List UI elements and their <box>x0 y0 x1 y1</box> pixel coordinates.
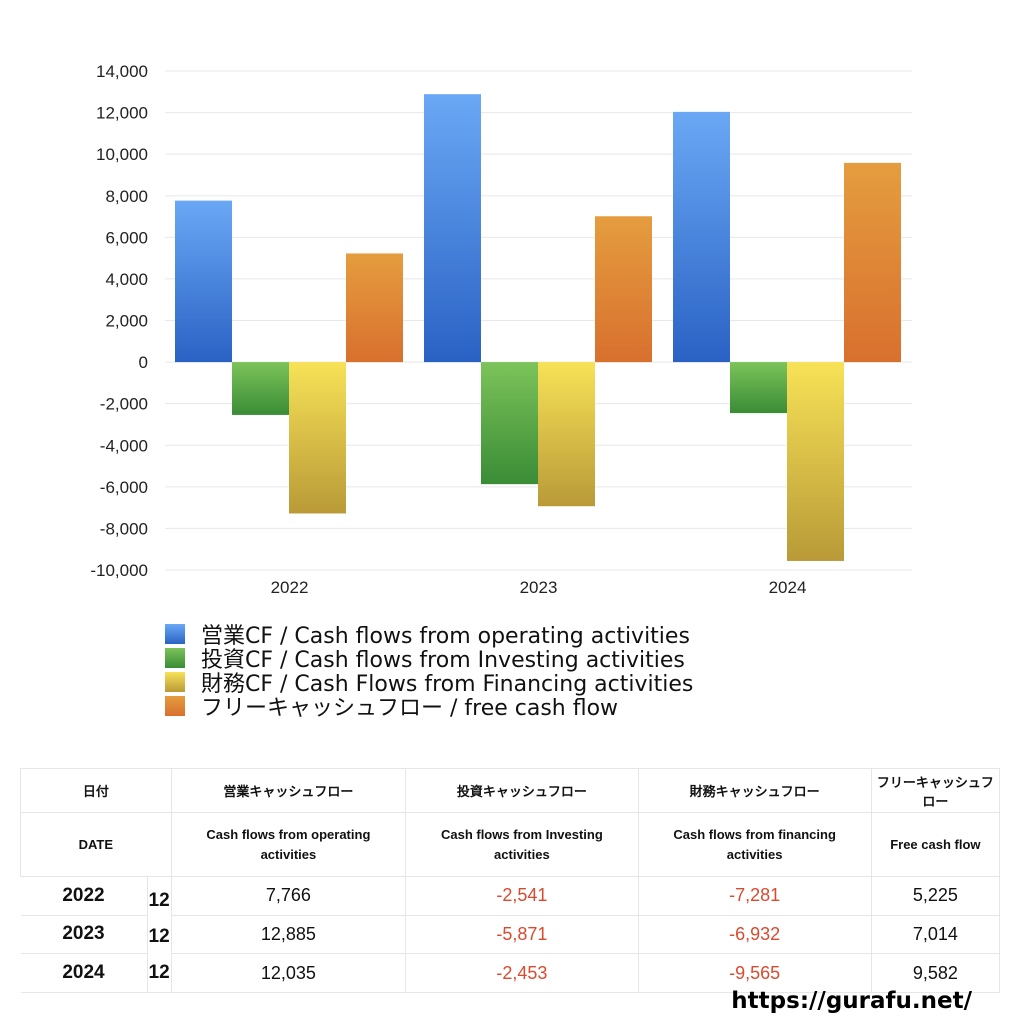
cash-flow-table: 日付 営業キャッシュフロー 投資キャッシュフロー 財務キャッシュフロー フリーキ… <box>20 768 1001 993</box>
legend-item: フリーキャッシュフロー / free cash flow <box>165 694 693 721</box>
fin-cell: -6,932 <box>637 914 872 955</box>
chart-legend: 営業CF / Cash flows from operating activit… <box>165 622 693 721</box>
header-fin-jp: 財務キャッシュフロー <box>637 768 872 813</box>
y-tick-label: -4,000 <box>100 436 148 455</box>
year-cell: 2023 <box>20 914 148 955</box>
header-fin-en: Cash flows from financing activities <box>637 812 872 877</box>
fcf-cell: 9,582 <box>870 953 1001 993</box>
bar-2024-1 <box>730 362 787 414</box>
y-tick-label: 2,000 <box>105 312 148 331</box>
fcf-cell: 7,014 <box>870 914 1001 955</box>
inv-cell: -2,541 <box>405 876 639 916</box>
bar-2023-1 <box>481 362 538 485</box>
legend-item: 投資CF / Cash flows from Investing activit… <box>165 646 693 673</box>
cash-flow-bar-chart: 14,000 12,000 10,000 8,000 6,000 4,000 2,000 0 -… <box>90 62 912 597</box>
bar-2024-2 <box>787 362 844 561</box>
header-date-en: DATE <box>20 812 172 877</box>
y-tick-label: -8,000 <box>100 519 148 538</box>
bar-2023-0 <box>424 94 481 363</box>
inv-cell: -5,871 <box>405 914 639 955</box>
bar-2023-2 <box>538 362 595 507</box>
y-tick-label: 10,000 <box>96 145 148 164</box>
x-tick-label: 2022 <box>271 578 309 597</box>
table-row: 2023 12,885 -5,871 -6,932 7,014 <box>20 914 1001 955</box>
fin-cell: -7,281 <box>637 876 872 916</box>
legend-label: フリーキャッシュフロー / free cash flow <box>201 696 619 721</box>
bar-2024-3 <box>844 162 901 363</box>
legend-swatch <box>165 696 185 716</box>
legend-label: 営業CF / Cash flows from operating activit… <box>201 624 690 649</box>
year-cell: 2024 <box>20 953 148 993</box>
month-cell: 12 12 12 <box>146 876 172 993</box>
header-date-jp: 日付 <box>20 768 172 813</box>
table-row: 2024 12,035 -2,453 -9,565 9,582 <box>20 953 1001 993</box>
op-cell: 12,035 <box>170 953 407 993</box>
legend-swatch <box>165 648 185 668</box>
inv-cell: -2,453 <box>405 953 639 993</box>
bar-2022-2 <box>289 362 346 514</box>
fcf-cell: 5,225 <box>870 876 1001 916</box>
bar-2022-3 <box>346 253 403 363</box>
site-url[interactable]: https://gurafu.net/ <box>731 988 972 1014</box>
y-tick-label: -6,000 <box>100 478 148 497</box>
header-inv-en: Cash flows from Investing activities <box>405 812 639 877</box>
y-tick-label: 8,000 <box>105 187 148 206</box>
y-tick-label: -2,000 <box>100 395 148 414</box>
x-tick-label: 2023 <box>520 578 558 597</box>
y-tick-label: 14,000 <box>96 62 148 81</box>
table-row: 2022 12 12 12 7,766 -2,541 -7,281 5,225 <box>20 876 1001 993</box>
header-op-jp: 営業キャッシュフロー <box>170 768 407 813</box>
legend-item: 財務CF / Cash Flows from Financing activit… <box>165 670 693 697</box>
header-fcf-en: Free cash flow <box>870 812 1001 877</box>
legend-swatch <box>165 624 185 644</box>
y-tick-label: 0 <box>139 353 148 372</box>
legend-label: 財務CF / Cash Flows from Financing activit… <box>201 672 694 697</box>
y-tick-label: 4,000 <box>105 270 148 289</box>
header-fcf-jp: フリーキャッシュフロー <box>870 768 1001 813</box>
year-cell: 2022 <box>20 876 148 916</box>
bar-2022-1 <box>232 362 289 415</box>
legend-swatch <box>165 672 185 692</box>
fin-cell: -9,565 <box>637 953 872 993</box>
legend-item: 営業CF / Cash flows from operating activit… <box>165 622 693 649</box>
header-op-en: Cash flows from operating activities <box>170 812 407 877</box>
legend-label: 投資CF / Cash flows from Investing activit… <box>201 648 685 673</box>
y-tick-label: 6,000 <box>105 228 148 247</box>
bar-2024-0 <box>673 111 730 363</box>
op-cell: 12,885 <box>170 914 407 955</box>
bar-2023-3 <box>595 216 652 363</box>
bar-2022-0 <box>175 200 232 363</box>
y-tick-label: 12,000 <box>96 104 148 123</box>
op-cell: 7,766 <box>170 876 407 916</box>
x-tick-label: 2024 <box>769 578 807 597</box>
header-inv-jp: 投資キャッシュフロー <box>405 768 639 813</box>
y-tick-label: -10,000 <box>90 561 148 580</box>
